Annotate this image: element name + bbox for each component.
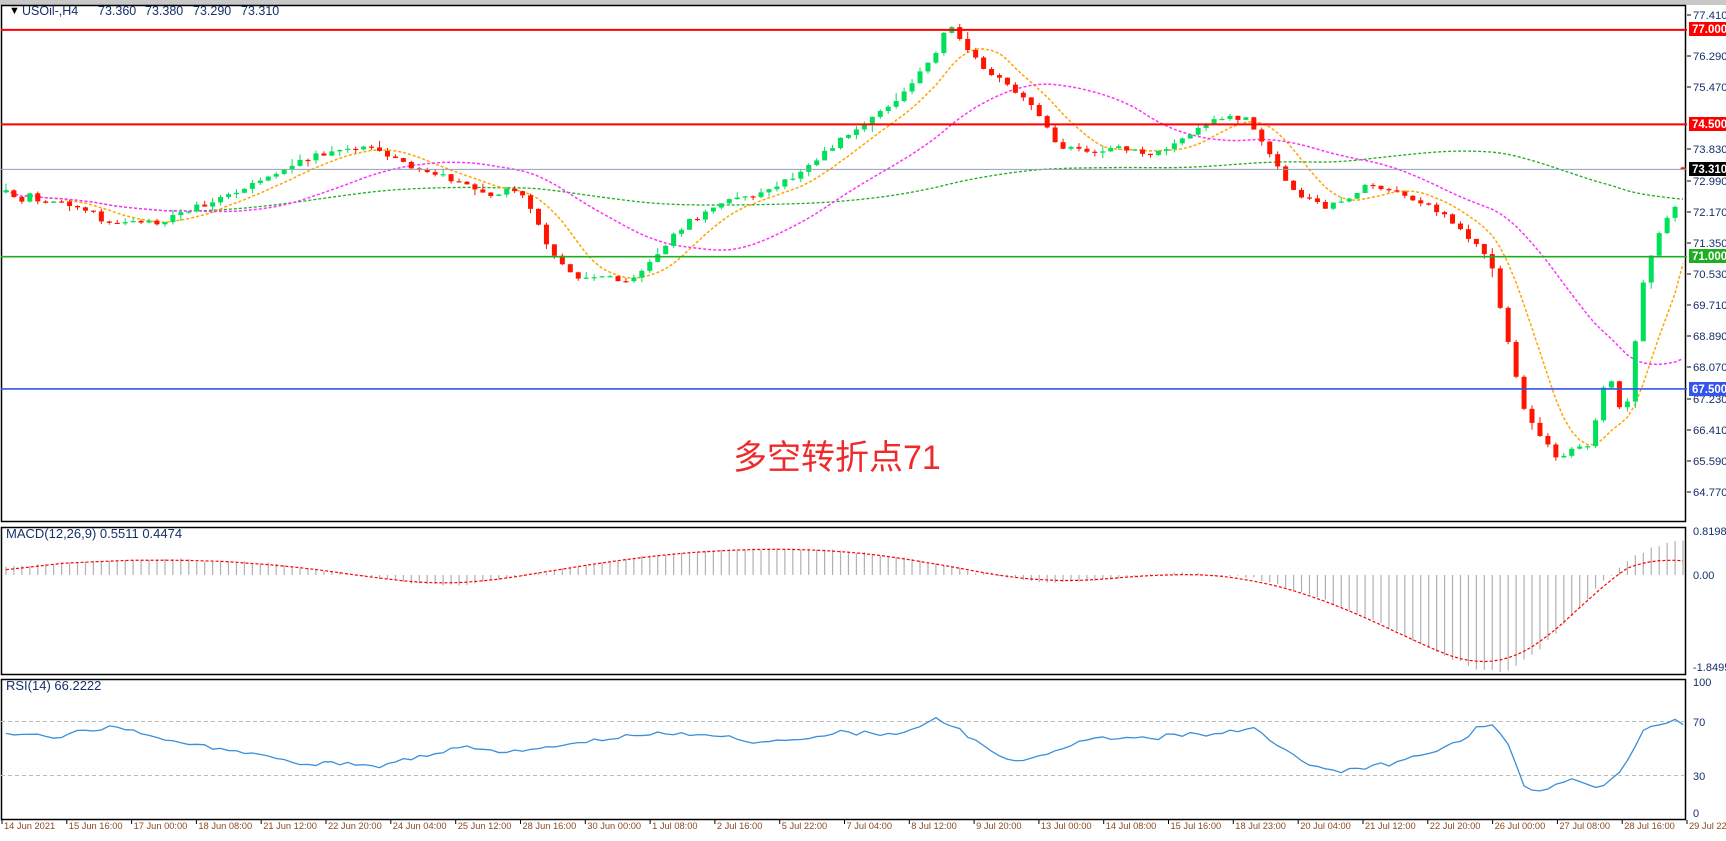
svg-text:28 Jun 16:00: 28 Jun 16:00 <box>523 821 577 831</box>
svg-text:7 Jul 04:00: 7 Jul 04:00 <box>847 821 893 831</box>
svg-text:15 Jun 16:00: 15 Jun 16:00 <box>69 821 123 831</box>
svg-text:66.410: 66.410 <box>1693 425 1726 437</box>
svg-text:25 Jun 12:00: 25 Jun 12:00 <box>458 821 512 831</box>
svg-text:▼: ▼ <box>9 5 20 17</box>
svg-text:17 Jun 00:00: 17 Jun 00:00 <box>134 821 188 831</box>
svg-text:73.310: 73.310 <box>1692 164 1726 176</box>
svg-text:14 Jun 2021: 14 Jun 2021 <box>4 821 55 831</box>
svg-text:24 Jun 04:00: 24 Jun 04:00 <box>393 821 447 831</box>
svg-text:73.360: 73.360 <box>98 4 136 18</box>
svg-text:65.590: 65.590 <box>1693 456 1726 468</box>
svg-text:27 Jul 08:00: 27 Jul 08:00 <box>1559 821 1610 831</box>
svg-text:74.500: 74.500 <box>1692 119 1726 131</box>
svg-text:69.710: 69.710 <box>1693 300 1726 312</box>
svg-text:100: 100 <box>1693 677 1711 689</box>
svg-text:USOil-,H4: USOil-,H4 <box>22 4 78 18</box>
svg-text:30 Jun 00:00: 30 Jun 00:00 <box>587 821 641 831</box>
svg-text:70.530: 70.530 <box>1693 269 1726 281</box>
svg-text:68.070: 68.070 <box>1693 362 1726 374</box>
svg-text:73.830: 73.830 <box>1693 144 1726 156</box>
svg-text:21 Jul 12:00: 21 Jul 12:00 <box>1365 821 1416 831</box>
svg-text:77.410: 77.410 <box>1693 10 1726 22</box>
svg-text:67.500: 67.500 <box>1692 384 1726 396</box>
svg-text:5 Jul 22:00: 5 Jul 22:00 <box>782 821 828 831</box>
svg-text:26 Jul 00:00: 26 Jul 00:00 <box>1495 821 1546 831</box>
svg-text:68.890: 68.890 <box>1693 331 1726 343</box>
svg-text:73.290: 73.290 <box>193 4 231 18</box>
svg-text:13 Jul 00:00: 13 Jul 00:00 <box>1041 821 1092 831</box>
svg-text:71.000: 71.000 <box>1692 251 1726 263</box>
svg-text:9 Jul 20:00: 9 Jul 20:00 <box>976 821 1022 831</box>
svg-text:14 Jul 08:00: 14 Jul 08:00 <box>1106 821 1157 831</box>
svg-text:71.350: 71.350 <box>1693 238 1726 250</box>
svg-text:72.990: 72.990 <box>1693 176 1726 188</box>
svg-text:70: 70 <box>1693 717 1705 729</box>
svg-text:77.000: 77.000 <box>1692 24 1726 36</box>
svg-text:64.770: 64.770 <box>1693 487 1726 499</box>
svg-text:8 Jul 12:00: 8 Jul 12:00 <box>911 821 957 831</box>
svg-text:73.310: 73.310 <box>241 4 279 18</box>
svg-text:22 Jun 20:00: 22 Jun 20:00 <box>328 821 382 831</box>
svg-text:18 Jul 23:00: 18 Jul 23:00 <box>1235 821 1286 831</box>
svg-text:0: 0 <box>1693 808 1699 820</box>
svg-text:28 Jul 16:00: 28 Jul 16:00 <box>1624 821 1675 831</box>
svg-text:20 Jul 04:00: 20 Jul 04:00 <box>1300 821 1351 831</box>
svg-text:73.380: 73.380 <box>145 4 183 18</box>
svg-text:1 Jul 08:00: 1 Jul 08:00 <box>652 821 698 831</box>
svg-text:2 Jul 16:00: 2 Jul 16:00 <box>717 821 763 831</box>
svg-text:多空转折点71: 多空转折点71 <box>733 439 941 477</box>
svg-text:-1.8495: -1.8495 <box>1693 662 1726 674</box>
svg-text:75.470: 75.470 <box>1693 82 1726 94</box>
svg-text:76.290: 76.290 <box>1693 51 1726 63</box>
svg-text:21 Jun 12:00: 21 Jun 12:00 <box>263 821 317 831</box>
svg-text:30: 30 <box>1693 771 1705 783</box>
svg-text:0.8198: 0.8198 <box>1693 526 1726 538</box>
svg-text:72.170: 72.170 <box>1693 207 1726 219</box>
svg-text:18 Jun 08:00: 18 Jun 08:00 <box>198 821 252 831</box>
svg-text:22 Jul 20:00: 22 Jul 20:00 <box>1430 821 1481 831</box>
svg-text:0.00: 0.00 <box>1693 570 1714 582</box>
svg-text:RSI(14) 66.2222: RSI(14) 66.2222 <box>6 678 101 693</box>
svg-text:29 Jul 22:00: 29 Jul 22:00 <box>1689 821 1726 831</box>
svg-text:MACD(12,26,9) 0.5511 0.4474: MACD(12,26,9) 0.5511 0.4474 <box>6 526 182 541</box>
svg-text:15 Jul 16:00: 15 Jul 16:00 <box>1171 821 1222 831</box>
